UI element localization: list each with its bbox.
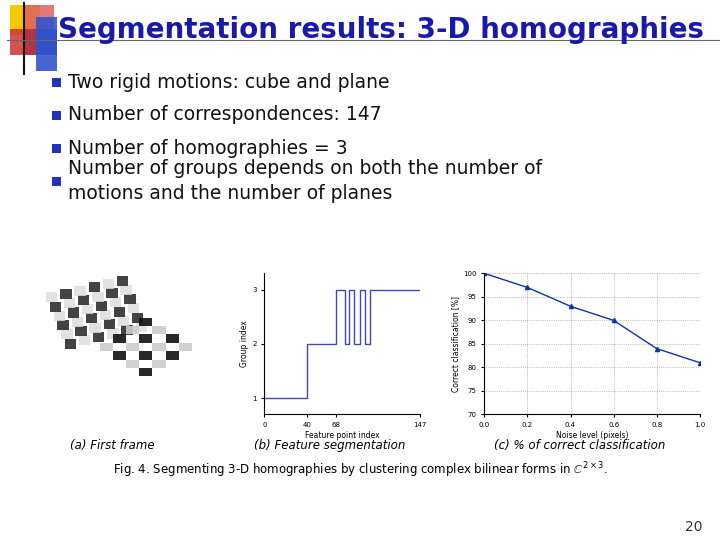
FancyBboxPatch shape <box>153 343 166 351</box>
Text: Number of groups depends on both the number of
motions and the number of planes: Number of groups depends on both the num… <box>68 159 542 204</box>
FancyBboxPatch shape <box>100 310 111 320</box>
FancyBboxPatch shape <box>135 322 147 332</box>
FancyBboxPatch shape <box>128 303 139 313</box>
FancyBboxPatch shape <box>139 351 153 360</box>
FancyBboxPatch shape <box>93 332 104 342</box>
Text: Number of homographies = 3: Number of homographies = 3 <box>68 138 348 158</box>
FancyBboxPatch shape <box>100 343 113 351</box>
Bar <box>52 111 61 120</box>
Text: Number of correspondences: 147: Number of correspondences: 147 <box>68 105 382 125</box>
FancyBboxPatch shape <box>126 343 139 351</box>
FancyBboxPatch shape <box>139 318 153 326</box>
FancyBboxPatch shape <box>65 339 76 349</box>
FancyBboxPatch shape <box>139 368 153 376</box>
FancyBboxPatch shape <box>117 275 128 286</box>
FancyBboxPatch shape <box>71 317 83 327</box>
FancyBboxPatch shape <box>68 307 79 318</box>
Y-axis label: Group index: Group index <box>240 321 250 367</box>
FancyBboxPatch shape <box>96 301 107 311</box>
FancyBboxPatch shape <box>120 285 132 295</box>
Text: 20: 20 <box>685 520 703 534</box>
FancyBboxPatch shape <box>78 295 89 305</box>
FancyBboxPatch shape <box>79 335 91 345</box>
FancyBboxPatch shape <box>110 298 122 307</box>
FancyBboxPatch shape <box>113 351 126 360</box>
FancyBboxPatch shape <box>107 328 119 339</box>
Bar <box>24 5 53 35</box>
FancyBboxPatch shape <box>104 319 114 329</box>
FancyBboxPatch shape <box>89 282 100 292</box>
FancyBboxPatch shape <box>76 326 86 336</box>
FancyBboxPatch shape <box>89 322 101 333</box>
FancyBboxPatch shape <box>113 334 126 343</box>
FancyBboxPatch shape <box>103 279 114 289</box>
Text: Fig. 4. Segmenting 3-D homographies by clustering complex bilinear forms in $\ma: Fig. 4. Segmenting 3-D homographies by c… <box>112 460 608 480</box>
Bar <box>24 29 56 55</box>
Bar <box>52 78 61 87</box>
FancyBboxPatch shape <box>132 313 143 322</box>
FancyBboxPatch shape <box>82 304 93 314</box>
FancyBboxPatch shape <box>126 360 139 368</box>
FancyBboxPatch shape <box>92 292 104 302</box>
X-axis label: Noise level (pixels): Noise level (pixels) <box>556 431 629 440</box>
FancyBboxPatch shape <box>126 326 139 334</box>
FancyBboxPatch shape <box>179 343 192 351</box>
Text: (c) % of correct classification: (c) % of correct classification <box>494 440 665 453</box>
FancyBboxPatch shape <box>107 288 117 298</box>
Bar <box>52 144 61 153</box>
FancyBboxPatch shape <box>74 286 86 296</box>
Bar <box>10 29 37 55</box>
FancyBboxPatch shape <box>46 292 58 302</box>
Text: Segmentation results: 3-D homographies: Segmentation results: 3-D homographies <box>58 16 704 44</box>
FancyBboxPatch shape <box>166 334 179 343</box>
FancyBboxPatch shape <box>117 316 129 326</box>
FancyBboxPatch shape <box>64 298 76 308</box>
Y-axis label: Correct classification [%]: Correct classification [%] <box>451 296 461 392</box>
X-axis label: Feature point index: Feature point index <box>305 431 379 440</box>
FancyBboxPatch shape <box>61 329 73 340</box>
Bar <box>10 5 40 35</box>
Bar <box>52 177 61 186</box>
FancyBboxPatch shape <box>153 360 166 368</box>
Bar <box>35 17 56 71</box>
Text: Two rigid motions: cube and plane: Two rigid motions: cube and plane <box>68 72 390 91</box>
FancyBboxPatch shape <box>60 289 71 299</box>
FancyBboxPatch shape <box>54 311 65 321</box>
Text: (b) Feature segmentation: (b) Feature segmentation <box>254 440 405 453</box>
FancyBboxPatch shape <box>139 334 153 343</box>
FancyBboxPatch shape <box>122 325 132 335</box>
FancyBboxPatch shape <box>86 313 97 323</box>
FancyBboxPatch shape <box>166 351 179 360</box>
FancyBboxPatch shape <box>153 326 166 334</box>
FancyBboxPatch shape <box>125 294 135 304</box>
FancyBboxPatch shape <box>58 320 69 330</box>
FancyBboxPatch shape <box>114 307 125 317</box>
Text: (a) First frame: (a) First frame <box>70 440 154 453</box>
FancyBboxPatch shape <box>50 302 61 312</box>
